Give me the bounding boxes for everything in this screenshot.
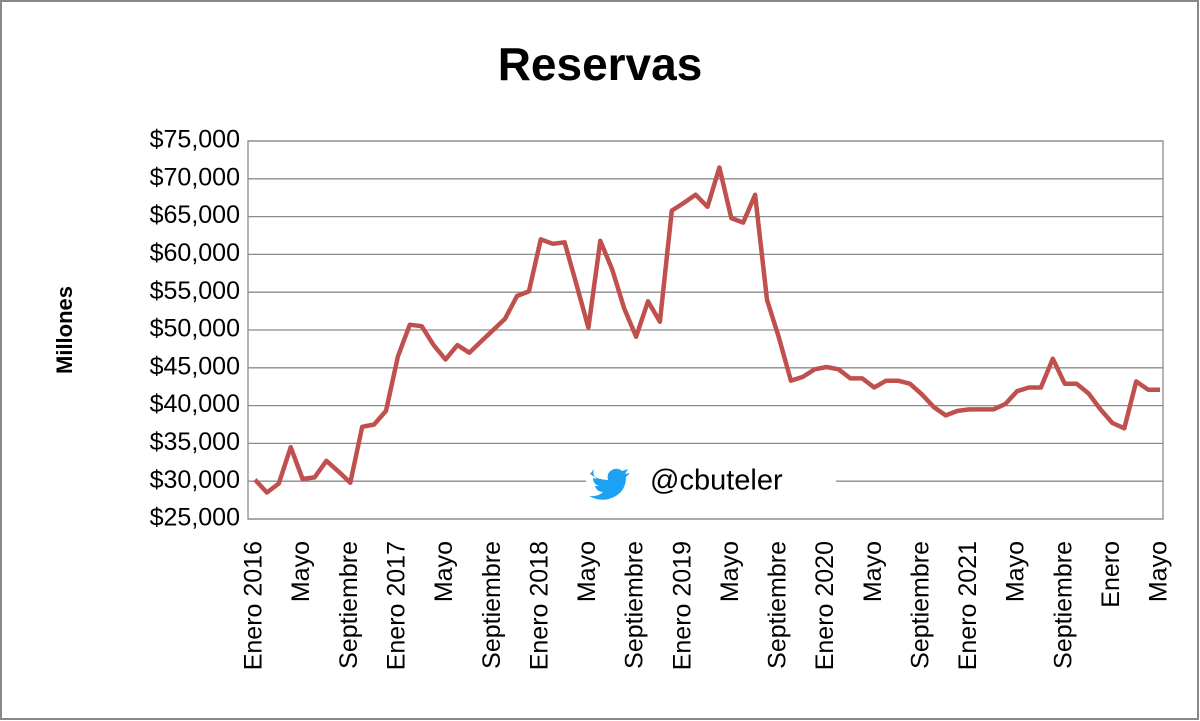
y-tick-label: $65,000 [150,201,240,229]
x-tick-label: Enero 2016 [240,541,268,670]
watermark: @cbuteler [586,462,836,502]
y-tick-label: $40,000 [150,390,240,418]
twitter-icon [589,468,630,500]
x-tick-label: Enero 2017 [383,541,411,670]
x-tick-label: Enero 2020 [811,541,839,670]
x-tick-label: Septiembre [764,541,792,669]
plot-frame [247,140,1164,520]
y-tick-label: $70,000 [150,163,240,191]
x-tick-label: Enero [1097,541,1125,608]
x-tick-label: Mayo [430,541,458,602]
watermark-text: @cbuteler [650,465,783,497]
x-tick-label: Septiembre [621,541,649,669]
x-tick-label: Mayo [287,541,315,602]
x-tick-label: Mayo [573,541,601,602]
y-tick-label: $45,000 [150,352,240,380]
y-tick-label: $35,000 [150,428,240,456]
x-tick-label: Mayo [1145,541,1173,602]
x-tick-label: Enero 2021 [954,541,982,670]
watermark-bg [586,462,836,502]
chart-title: Reservas [498,38,703,90]
x-tick-label: Septiembre [478,541,506,669]
x-tick-label: Mayo [716,541,744,602]
y-tick-label: $55,000 [150,277,240,305]
x-tick-label: Septiembre [906,541,934,669]
x-tick-label: Septiembre [1049,541,1077,669]
y-tick-label: $25,000 [150,504,240,532]
y-tick-label: $75,000 [150,126,240,154]
x-tick-label: Enero 2019 [668,541,696,670]
x-tick-label: Mayo [1002,541,1030,602]
y-axis-label: Millones [52,286,77,374]
x-tick-label: Enero 2018 [525,541,553,670]
x-tick-label: Septiembre [335,541,363,669]
y-tick-label: $30,000 [150,466,240,494]
y-tick-label: $50,000 [150,315,240,343]
x-tick-label: Mayo [859,541,887,602]
y-tick-label: $60,000 [150,239,240,267]
data-line [253,165,1160,495]
